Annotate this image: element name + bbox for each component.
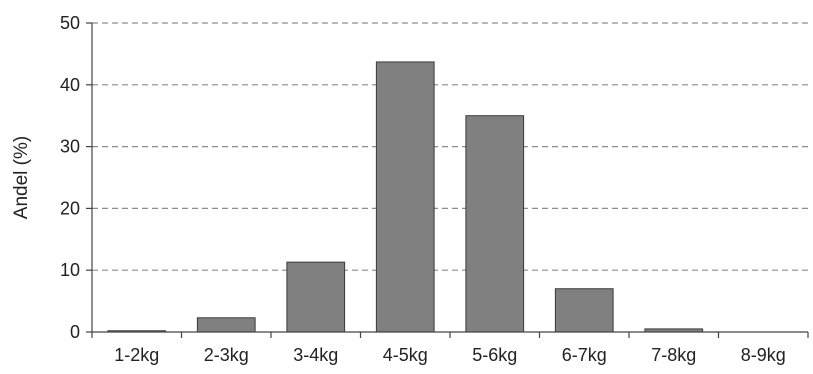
- bar-3-4kg: [286, 261, 346, 333]
- x-tick-label-6-7kg: 6-7kg: [562, 345, 607, 365]
- y-tick-label-30: 30: [60, 137, 80, 157]
- bar-5-6kg: [465, 115, 525, 333]
- bar-2-3kg: [196, 317, 256, 333]
- x-tick-label-2-3kg: 2-3kg: [204, 345, 249, 365]
- gridlines: [92, 22, 808, 271]
- bar-6-7kg: [554, 288, 614, 333]
- axes: [86, 22, 809, 338]
- x-tick-label-1-2kg: 1-2kg: [114, 345, 159, 365]
- y-tick-label-0: 0: [70, 322, 80, 342]
- y-tick-label-10: 10: [60, 260, 80, 280]
- bars: [107, 61, 704, 333]
- x-tick-label-3-4kg: 3-4kg: [293, 345, 338, 365]
- y-axis-title: Andel (%): [11, 136, 32, 219]
- y-tick-labels: 0 10 20 30 40 50: [60, 13, 80, 342]
- x-tick-labels: 1-2kg 2-3kg 3-4kg 4-5kg 5-6kg 6-7kg 7-8kg 8-9kg: [114, 345, 786, 365]
- y-tick-label-50: 50: [60, 13, 80, 33]
- x-tick-label-8-9kg: 8-9kg: [741, 345, 786, 365]
- x-tick-label-7-8kg: 7-8kg: [651, 345, 696, 365]
- x-tick-label-4-5kg: 4-5kg: [383, 345, 428, 365]
- y-tick-label-40: 40: [60, 75, 80, 95]
- bar-4-5kg: [375, 61, 435, 333]
- x-tick-label-5-6kg: 5-6kg: [472, 345, 517, 365]
- y-tick-label-20: 20: [60, 198, 80, 218]
